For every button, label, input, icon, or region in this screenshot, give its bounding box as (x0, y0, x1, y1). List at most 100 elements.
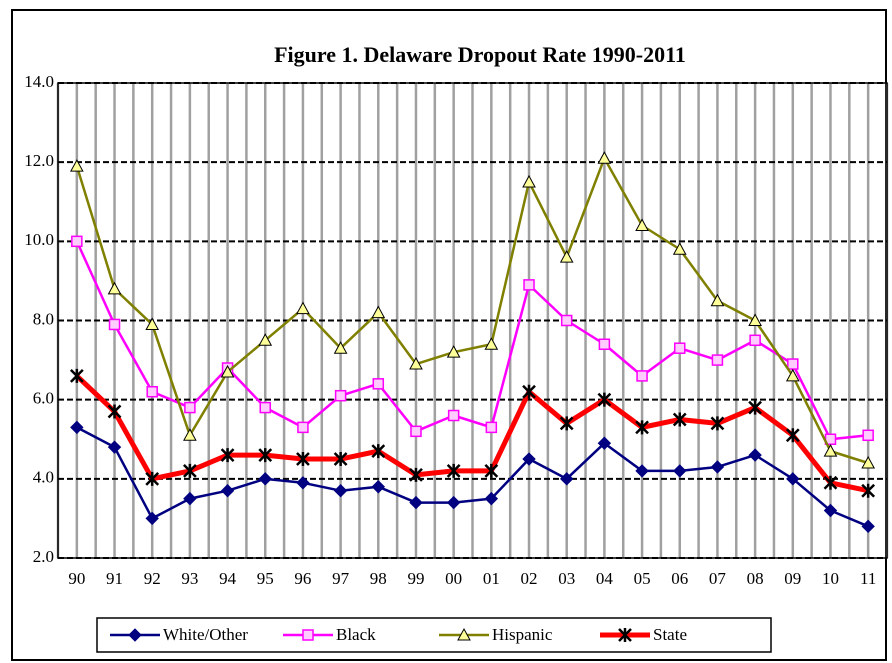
marker (672, 242, 687, 255)
marker (69, 368, 84, 383)
legend-box (96, 617, 772, 653)
marker (635, 218, 649, 231)
marker (748, 313, 762, 326)
marker (559, 472, 574, 486)
marker (302, 629, 314, 641)
marker (446, 463, 461, 478)
marker (71, 235, 83, 248)
y-tick-label: 14.0 (24, 72, 54, 91)
marker (861, 519, 875, 534)
marker (522, 384, 536, 399)
marker (711, 354, 724, 366)
marker (146, 386, 158, 398)
marker (618, 628, 632, 642)
marker (371, 305, 386, 319)
legend-label: White/Other (163, 625, 248, 644)
x-tick-label: 98 (370, 569, 387, 588)
marker (107, 281, 122, 295)
marker (409, 495, 423, 510)
marker (785, 368, 800, 382)
marker (748, 400, 762, 415)
marker (457, 627, 471, 641)
marker (823, 444, 838, 457)
marker (484, 463, 499, 478)
marker (128, 628, 142, 642)
x-tick-label: 04 (596, 569, 614, 588)
marker (749, 334, 761, 347)
marker (559, 416, 574, 431)
x-tick-label: 00 (445, 569, 462, 588)
marker (597, 151, 612, 164)
marker (334, 389, 347, 402)
marker (748, 448, 762, 462)
legend-label: Black (336, 625, 376, 644)
series-line (75, 156, 869, 465)
y-tick-label: 8.0 (33, 309, 54, 328)
marker (145, 511, 159, 526)
marker (108, 318, 121, 331)
marker (523, 279, 535, 291)
y-tick-label: 12.0 (24, 151, 54, 170)
x-tick-label: 95 (257, 569, 274, 588)
x-tick-label: 96 (294, 569, 311, 588)
marker (371, 444, 386, 459)
legend-label: Hispanic (492, 625, 553, 644)
marker (635, 464, 649, 478)
marker (485, 421, 498, 434)
y-tick-label: 4.0 (33, 468, 54, 487)
marker (258, 448, 273, 463)
x-tick-label: 05 (634, 569, 651, 588)
marker (183, 491, 197, 506)
marker (145, 317, 160, 330)
x-tick-label: 02 (521, 569, 538, 588)
marker (635, 420, 649, 435)
x-tick-label: 09 (784, 569, 801, 588)
marker (296, 452, 310, 467)
marker (672, 412, 687, 427)
x-tick-label: 99 (407, 569, 424, 588)
marker (786, 472, 800, 486)
x-tick-label: 93 (181, 569, 198, 588)
marker (184, 401, 196, 414)
marker (597, 392, 612, 407)
marker (372, 378, 385, 390)
plot-border (57, 82, 888, 559)
marker (446, 345, 461, 358)
marker (259, 401, 271, 414)
x-tick-label: 10 (822, 569, 839, 588)
marker (371, 480, 386, 494)
marker (598, 338, 611, 350)
marker (409, 356, 423, 370)
marker (710, 293, 725, 307)
marker (297, 421, 309, 434)
marker (447, 409, 460, 422)
x-tick-label: 01 (483, 569, 500, 588)
marker (409, 467, 423, 482)
marker (597, 436, 612, 450)
x-tick-label: 94 (219, 569, 237, 588)
marker (107, 440, 122, 454)
marker (522, 174, 536, 188)
marker (785, 428, 800, 443)
marker (484, 337, 499, 350)
marker (220, 364, 235, 378)
marker (674, 342, 686, 354)
marker (636, 370, 648, 382)
marker (333, 341, 348, 354)
x-tick-label: 92 (144, 569, 161, 588)
x-tick-label: 97 (332, 569, 350, 588)
marker (145, 471, 160, 486)
legend-label: State (653, 625, 687, 644)
x-tick-label: 90 (68, 569, 85, 588)
y-tick-label: 6.0 (33, 389, 54, 408)
x-tick-label: 08 (747, 569, 764, 588)
series-line (76, 426, 869, 528)
series-line (75, 240, 869, 441)
marker (559, 250, 574, 263)
marker (70, 420, 84, 435)
marker (823, 475, 838, 490)
x-tick-label: 91 (106, 569, 123, 588)
chart-title: Figure 1. Delaware Dropout Rate 1990-201… (274, 42, 686, 67)
marker (560, 314, 573, 327)
